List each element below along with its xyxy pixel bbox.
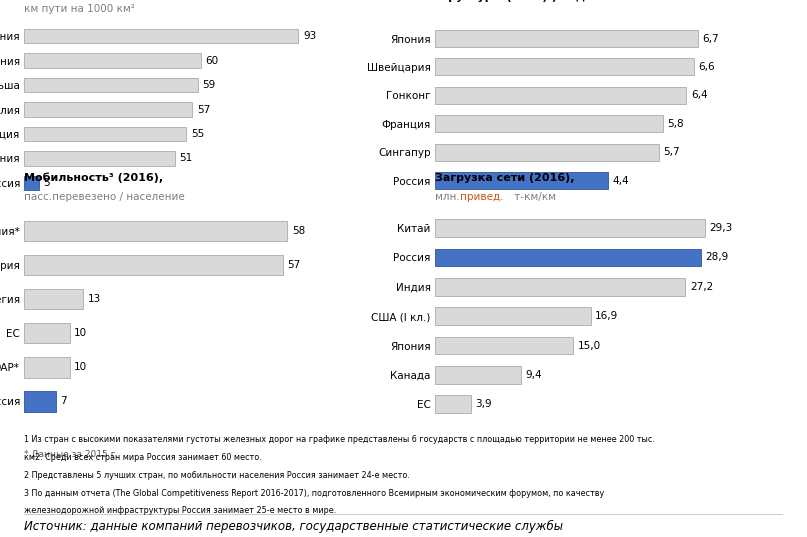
Bar (24, 78, 199, 92)
Text: 7: 7 (61, 396, 67, 407)
Text: привед.: привед. (460, 192, 504, 202)
Text: 2 Представлены 5 лучших стран, по мобильности населения Россия занимает 24-е мес: 2 Представлены 5 лучших стран, по мобиль… (24, 470, 410, 480)
Bar (435, 172, 608, 189)
Bar (435, 395, 470, 413)
Bar (435, 366, 521, 384)
Text: 3 По данным отчета (The Global Competitiveness Report 2016-2017), подготовленног: 3 По данным отчета (The Global Competiti… (24, 489, 604, 497)
Text: структуры (2015)², индекс: структуры (2015)², индекс (435, 0, 606, 2)
Text: 51: 51 (179, 154, 192, 163)
Bar (24, 151, 174, 166)
Text: 4,4: 4,4 (613, 176, 629, 186)
Text: 5,7: 5,7 (663, 147, 680, 157)
Text: 13: 13 (88, 294, 101, 304)
Bar (24, 323, 69, 344)
Text: 28,9: 28,9 (705, 252, 729, 263)
Bar (24, 176, 39, 190)
Bar (24, 255, 282, 275)
Text: 93: 93 (303, 31, 316, 41)
Text: * Данные за 2015 г.: * Данные за 2015 г. (24, 449, 119, 458)
Text: 55: 55 (190, 129, 204, 139)
Text: 5,8: 5,8 (667, 119, 684, 129)
Text: 6,6: 6,6 (699, 62, 715, 72)
Bar (24, 127, 186, 141)
Text: Загрузка сети (2016),: Загрузка сети (2016), (435, 173, 575, 183)
Text: 58: 58 (292, 226, 305, 236)
Text: 5: 5 (44, 178, 50, 188)
Bar (435, 278, 685, 296)
Bar (435, 249, 701, 266)
Text: железнодорожной инфраструктуры Россия занимает 25-е место в мире.: железнодорожной инфраструктуры Россия за… (24, 506, 337, 516)
Text: 6,4: 6,4 (691, 90, 708, 100)
Text: км пути на 1000 км²: км пути на 1000 км² (24, 4, 135, 14)
Bar (24, 29, 299, 43)
Text: 27,2: 27,2 (690, 282, 713, 292)
Bar (24, 221, 287, 241)
Bar (24, 53, 201, 68)
Text: пасс.перевезено / население: пасс.перевезено / население (24, 192, 185, 202)
Bar (435, 30, 698, 47)
Bar (24, 357, 69, 378)
Text: 9,4: 9,4 (526, 370, 542, 380)
Bar (24, 102, 192, 117)
Text: 57: 57 (197, 105, 210, 114)
Text: 60: 60 (206, 56, 219, 66)
Bar (435, 59, 694, 76)
Text: 59: 59 (203, 80, 215, 90)
Text: км2. Среди всех стран мира Россия занимает 60 место.: км2. Среди всех стран мира Россия занима… (24, 453, 262, 462)
Text: 57: 57 (287, 260, 300, 270)
Text: 3,9: 3,9 (475, 399, 491, 409)
Text: 29,3: 29,3 (709, 223, 733, 233)
Bar (435, 337, 573, 354)
Text: Мобильность³ (2016),: Мобильность³ (2016), (24, 172, 163, 183)
Text: 6,7: 6,7 (703, 33, 719, 43)
Bar (435, 307, 591, 325)
Text: 10: 10 (74, 362, 87, 372)
Bar (435, 115, 663, 132)
Bar (24, 289, 83, 309)
Bar (435, 143, 659, 161)
Text: 1 Из стран с высокими показателями густоты железных дорог на графике представлен: 1 Из стран с высокими показателями густо… (24, 435, 655, 444)
Text: 15,0: 15,0 (578, 340, 600, 351)
Bar (435, 219, 705, 237)
Text: 10: 10 (74, 328, 87, 338)
Text: млн.: млн. (435, 192, 463, 202)
Bar (435, 87, 687, 104)
Bar (24, 391, 56, 412)
Text: 16,9: 16,9 (595, 311, 618, 321)
Text: т-км/км: т-км/км (512, 192, 556, 202)
Text: Источник: данные компаний перевозчиков, государственные статистические службы: Источник: данные компаний перевозчиков, … (24, 520, 563, 533)
